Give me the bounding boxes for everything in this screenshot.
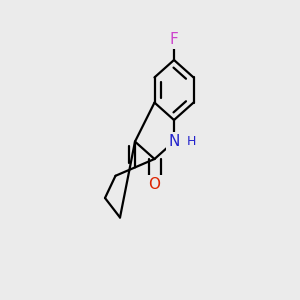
Text: F: F (169, 32, 178, 46)
Text: O: O (148, 177, 160, 192)
Text: H: H (187, 135, 196, 148)
Text: N: N (168, 134, 180, 149)
